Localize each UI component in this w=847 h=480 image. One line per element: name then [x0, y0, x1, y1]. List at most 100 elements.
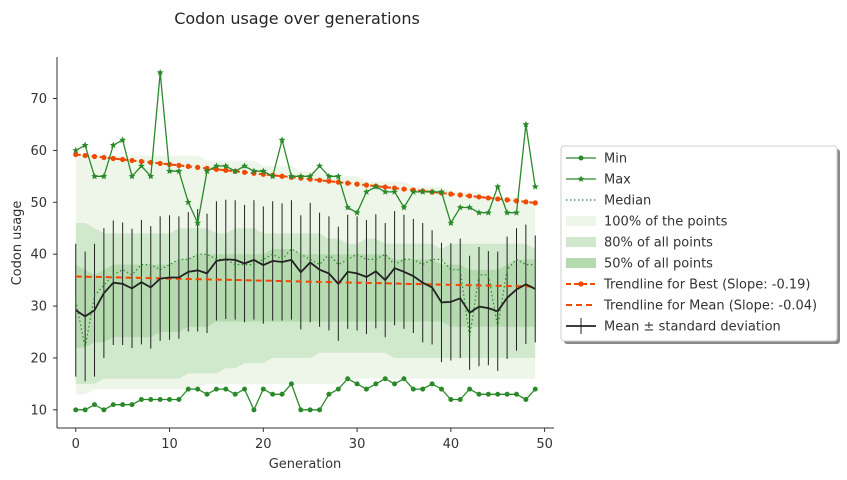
y-tick-label: 40	[30, 248, 47, 263]
legend-label: Trendline for Best (Slope: -0.19)	[603, 278, 810, 293]
min-point	[373, 381, 379, 387]
trendline-best-marker	[91, 153, 98, 160]
legend-band-80	[566, 237, 596, 247]
y-tick-label: 60	[30, 144, 47, 159]
min-point	[232, 391, 238, 397]
max-point	[316, 162, 323, 169]
trendline-best-marker	[345, 180, 351, 186]
min-point	[438, 386, 444, 392]
min-point	[82, 407, 88, 413]
max-point	[409, 188, 417, 195]
trendline-best-marker	[279, 173, 285, 179]
max-point	[175, 167, 183, 175]
max-point	[259, 167, 267, 175]
max-point	[288, 172, 295, 180]
min-point	[148, 396, 154, 402]
trendline-best-marker	[223, 167, 229, 173]
legend-label: Min	[604, 152, 627, 167]
min-point	[392, 381, 398, 387]
max-point	[72, 146, 80, 154]
min-point	[495, 391, 501, 397]
trendline-best-marker	[523, 199, 529, 205]
max-point	[222, 162, 230, 169]
trendline-best-marker	[485, 195, 491, 201]
max-point	[297, 172, 305, 180]
min-point	[110, 402, 116, 408]
max-point	[400, 203, 408, 211]
max-point	[372, 183, 380, 190]
legend-max-marker	[577, 175, 585, 182]
trendline-best-marker	[73, 151, 79, 158]
min-point	[382, 376, 388, 382]
max-point	[513, 209, 520, 216]
trendline-best-marker	[120, 156, 126, 163]
min-point	[429, 381, 435, 387]
min-point	[138, 396, 144, 402]
max-point	[269, 172, 277, 180]
trendline-best-marker	[110, 155, 116, 162]
x-tick-label: 10	[161, 437, 178, 452]
max-point	[156, 69, 164, 76]
x-tick-label: 20	[255, 437, 272, 452]
max-point	[166, 167, 173, 175]
trendline-best-marker	[504, 197, 510, 203]
min-point	[448, 396, 454, 402]
min-point	[92, 402, 98, 408]
trendline-best-marker	[495, 196, 501, 202]
max-point	[391, 188, 398, 195]
trendline-best-marker	[138, 158, 144, 165]
plot-area	[72, 69, 539, 413]
trendline-best-marker	[129, 157, 135, 164]
trendline-best-marker	[457, 192, 463, 198]
max-point	[531, 183, 539, 190]
min-point	[345, 376, 351, 382]
max-point	[203, 167, 211, 175]
max-point	[81, 141, 89, 149]
min-point	[513, 391, 519, 397]
min-point	[157, 396, 163, 402]
max-point	[231, 167, 239, 175]
max-point	[119, 136, 127, 143]
max-point	[353, 209, 361, 216]
max-point	[456, 203, 464, 211]
min-point	[270, 391, 276, 397]
legend-min-marker	[578, 155, 584, 161]
max-point	[522, 120, 530, 128]
chart-title: Codon usage over generations	[174, 9, 420, 28]
x-tick-label: 0	[72, 437, 80, 452]
legend-trend-best-marker	[578, 281, 584, 287]
min-point	[326, 391, 332, 397]
min-point	[213, 386, 219, 392]
min-point	[335, 386, 341, 392]
min-point	[523, 396, 529, 402]
min-point	[242, 386, 248, 392]
x-tick-label: 40	[443, 437, 460, 452]
max-point	[147, 172, 155, 180]
y-tick-label: 30	[30, 300, 47, 315]
trendline-best-marker	[448, 191, 454, 197]
max-point	[184, 198, 192, 206]
band-50-percent	[75, 249, 536, 348]
trendline-mean	[75, 275, 536, 288]
min-point	[298, 407, 304, 413]
legend-label: 80% of all points	[604, 236, 713, 251]
trendline-best-marker	[467, 193, 473, 199]
max-point	[503, 209, 511, 216]
trendline-best-marker	[363, 182, 370, 188]
max-point	[250, 167, 258, 175]
trendline-best-marker	[316, 177, 323, 183]
max-point	[325, 172, 333, 180]
trendline-best-marker	[354, 181, 360, 187]
min-point	[279, 391, 285, 397]
min-point	[288, 381, 294, 387]
x-tick-label: 50	[536, 437, 553, 452]
max-point	[447, 219, 455, 226]
mean-line	[75, 258, 536, 318]
legend-band-100	[566, 216, 596, 226]
legend-label: Trendline for Mean (Slope: -0.04)	[603, 299, 817, 314]
min-point	[476, 391, 482, 397]
trendline-best-marker	[157, 160, 163, 167]
trendline-best-marker	[241, 169, 248, 175]
trendline-best-marker	[176, 162, 182, 168]
